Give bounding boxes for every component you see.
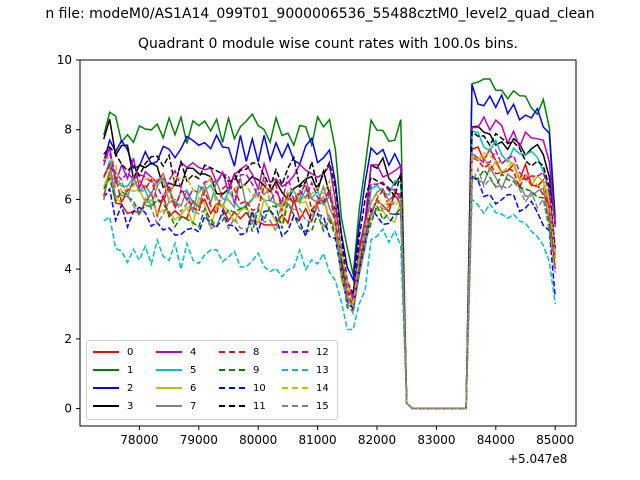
legend-item-7: 7 [156,399,196,413]
legend-swatch [282,351,308,353]
legend-item-4: 4 [156,345,196,359]
x-tick-label: 78000 [120,433,158,447]
series-line-9 [103,168,556,410]
legend-label: 7 [190,400,197,412]
legend-label: 14 [316,382,329,394]
series-line-8 [103,156,556,410]
legend-item-15: 15 [282,399,329,413]
x-tick-label: 79000 [180,433,218,447]
series-line-1 [103,78,556,410]
legend-label: 8 [253,346,260,358]
legend-swatch [93,351,119,353]
x-axis-ticks: 78000 79000 80000 81000 82000 83000 84000 85000 [120,426,574,447]
legend-swatch [282,369,308,371]
legend-label: 10 [253,382,266,394]
legend-item-0: 0 [93,345,133,359]
legend-swatch [219,351,245,353]
legend-swatch [93,405,119,407]
legend-item-11: 11 [219,399,266,413]
legend-label: 0 [127,346,134,358]
x-tick-label: 84000 [477,433,515,447]
legend-label: 15 [316,400,329,412]
legend-label: 5 [190,364,197,376]
series-line-10 [103,175,556,410]
y-tick-label: 0 [64,402,72,416]
series-line-11 [103,130,556,410]
legend-item-14: 14 [282,381,329,395]
legend-swatch [156,405,182,407]
legend-swatch [219,405,245,407]
legend-label: 3 [127,400,134,412]
x-tick-label: 80000 [239,433,277,447]
legend-item-13: 13 [282,363,329,377]
series-line-12 [103,148,556,410]
legend-item-9: 9 [219,363,259,377]
x-tick-label: 85000 [536,433,574,447]
legend-swatch [156,387,182,389]
legend-label: 12 [316,346,329,358]
x-tick-label: 81000 [299,433,337,447]
chart-title: Quadrant 0 module wise count rates with … [138,36,518,52]
y-tick-label: 6 [64,192,72,206]
legend-label: 6 [190,382,197,394]
y-tick-label: 2 [64,332,72,346]
legend-label: 1 [127,364,134,376]
legend-label: 11 [253,400,266,412]
series-line-2 [103,84,556,410]
x-tick-label: 82000 [358,433,396,447]
series-layer [103,78,556,410]
series-line-13 [103,197,556,410]
legend-label: 2 [127,382,134,394]
legend-swatch [282,387,308,389]
legend-item-1: 1 [93,363,133,377]
legend-item-12: 12 [282,345,329,359]
y-tick-label: 8 [64,123,72,137]
y-tick-label: 4 [64,262,72,276]
legend-item-10: 10 [219,381,266,395]
figure-suptitle: n file: modeM0/AS1A14_099T01_9000006536_… [45,6,595,22]
legend-item-5: 5 [156,363,196,377]
series-line-15 [103,166,556,410]
legend-swatch [93,369,119,371]
x-tick-label: 83000 [417,433,455,447]
y-tick-label: 10 [57,53,72,67]
x-axis-offset-label: +5.047e8 [508,452,568,466]
legend-item-2: 2 [93,381,133,395]
legend-item-8: 8 [219,345,259,359]
legend-item-3: 3 [93,399,133,413]
legend-swatch [156,351,182,353]
series-line-14 [103,152,556,410]
legend-item-6: 6 [156,381,196,395]
legend: 0 1 2 3 4 5 6 7 8 9 10 11 12 13 14 15 [86,340,338,420]
legend-swatch [282,405,308,407]
y-axis-ticks: 0 2 4 6 8 10 [57,53,80,416]
plot-frame [79,59,577,427]
legend-swatch [219,387,245,389]
legend-label: 13 [316,364,329,376]
legend-label: 9 [253,364,260,376]
legend-swatch [219,369,245,371]
legend-swatch [93,387,119,389]
legend-label: 4 [190,346,197,358]
series-line-7 [103,162,556,410]
legend-swatch [156,369,182,371]
